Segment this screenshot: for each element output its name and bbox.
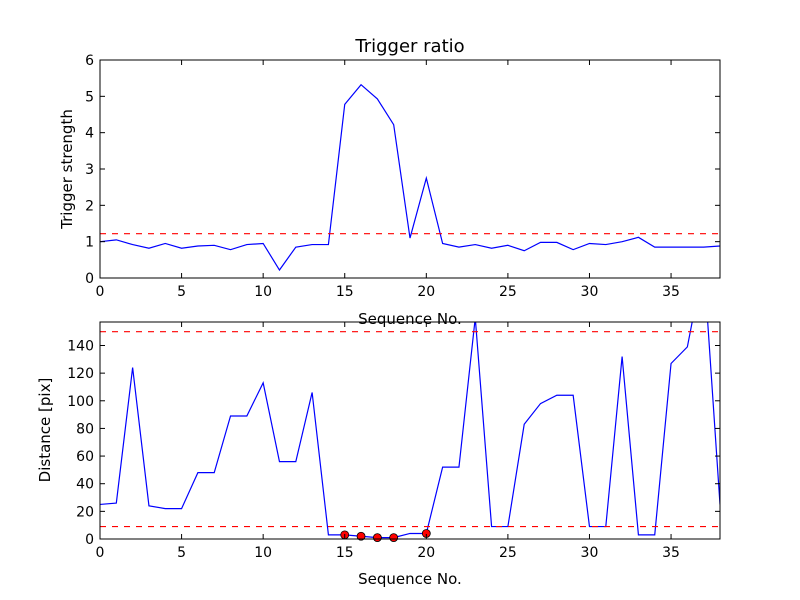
bottom-y-axis-label: Distance [pix] bbox=[36, 378, 54, 483]
top-y-tick-label: 5 bbox=[85, 89, 94, 105]
bottom-x-axis-label: Sequence No. bbox=[358, 570, 462, 588]
top-y-tick-label: 3 bbox=[85, 162, 94, 178]
top-x-tick-label: 30 bbox=[581, 284, 599, 300]
bottom-x-tick-label: 25 bbox=[499, 545, 517, 561]
top-y-axis-label: Trigger strength bbox=[58, 109, 76, 230]
bottom-y-tick-label: 120 bbox=[67, 366, 94, 382]
top-plot-area: 0 5 10 15 20 25 30 35 0 1 2 3 4 5 6 bbox=[85, 53, 721, 300]
bottom-y-tick-label: 60 bbox=[76, 449, 94, 465]
top-y-tick-label: 2 bbox=[85, 198, 94, 214]
top-y-tick-label: 6 bbox=[85, 53, 94, 69]
bottom-axes-frame bbox=[99, 321, 721, 540]
bottom-x-tick-label: 35 bbox=[662, 545, 680, 561]
bottom-x-tick-label: 15 bbox=[336, 545, 354, 561]
bottom-marker-point-3 bbox=[389, 533, 399, 543]
top-axes-frame bbox=[99, 59, 721, 279]
top-x-tick-label: 35 bbox=[662, 284, 680, 300]
top-x-tick-label: 5 bbox=[177, 284, 186, 300]
bottom-y-tick-label: 100 bbox=[67, 394, 94, 410]
top-x-tick-label: 0 bbox=[96, 284, 105, 300]
top-x-tick-label: 20 bbox=[417, 284, 435, 300]
bottom-y-tick-label: 140 bbox=[67, 338, 94, 354]
bottom-x-tick-label: 30 bbox=[581, 545, 599, 561]
bottom-y-tick-label: 20 bbox=[76, 504, 94, 520]
bottom-series-line-0 bbox=[100, 322, 720, 539]
top-chart-title: Trigger ratio bbox=[354, 36, 464, 57]
top-x-tick-label: 10 bbox=[254, 284, 272, 300]
top-y-tick-label: 4 bbox=[85, 126, 94, 142]
top-y-tick-label: 0 bbox=[85, 271, 94, 287]
bottom-x-tick-label: 5 bbox=[177, 545, 186, 561]
bottom-x-tick-label: 10 bbox=[254, 545, 272, 561]
bottom-x-tick-label: 0 bbox=[96, 545, 105, 561]
bottom-marker-point-2 bbox=[372, 533, 382, 543]
top-x-tick-label: 15 bbox=[336, 284, 354, 300]
bottom-y-tick-label: 40 bbox=[76, 477, 94, 493]
bottom-x-tick-label: 20 bbox=[417, 545, 435, 561]
bottom-y-tick-label: 80 bbox=[76, 421, 94, 437]
top-x-axis-label: Sequence No. bbox=[358, 310, 462, 328]
top-y-tick-label: 1 bbox=[85, 235, 94, 251]
bottom-marker-point-1 bbox=[356, 531, 366, 541]
top-series-line-0 bbox=[100, 83, 720, 272]
bottom-plot-area: 0 5 10 15 20 25 30 35 0 20 40 60 80 100 120 140 bbox=[67, 321, 721, 561]
bottom-y-tick-label: 0 bbox=[85, 532, 94, 548]
top-x-tick-label: 25 bbox=[499, 284, 517, 300]
